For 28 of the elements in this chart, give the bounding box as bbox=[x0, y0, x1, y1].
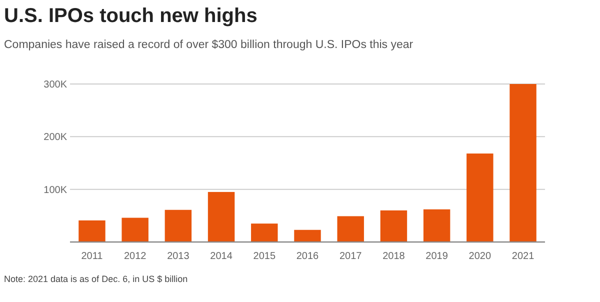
bar bbox=[466, 154, 494, 242]
text: Note: 2021 data is as of Dec. 6, in US $ billion bbox=[4, 274, 188, 284]
bar bbox=[510, 84, 536, 242]
x-tick-label: 2019 bbox=[426, 251, 448, 262]
bar bbox=[122, 218, 148, 242]
chart-subtitle: Companies have raised a record of over $300 billion through U.S. IPOs this year bbox=[4, 39, 414, 51]
x-tick-label: 2015 bbox=[253, 251, 276, 262]
x-tick-label: 2020 bbox=[468, 251, 492, 262]
x-tick-label: 2018 bbox=[382, 251, 406, 262]
x-tick-label: 2016 bbox=[296, 251, 320, 262]
x-tick-label: 2013 bbox=[167, 251, 190, 262]
bar bbox=[164, 210, 192, 242]
bar bbox=[337, 216, 364, 242]
bar bbox=[251, 224, 278, 242]
bar bbox=[380, 210, 408, 242]
x-tick-label: 2014 bbox=[210, 251, 233, 262]
x-tick-label: 2021 bbox=[512, 251, 535, 262]
bar bbox=[423, 209, 450, 242]
y-tick-label: 200K bbox=[44, 132, 68, 144]
x-tick-label: 2012 bbox=[124, 251, 147, 262]
y-tick-label: 100K bbox=[44, 184, 68, 196]
bar bbox=[78, 220, 106, 242]
chart-title: U.S. IPOs touch new highs bbox=[4, 5, 258, 27]
bar bbox=[294, 230, 321, 242]
y-tick-label: 300K bbox=[44, 80, 68, 90]
x-tick-label: 2011 bbox=[81, 251, 104, 262]
x-tick-label: 2017 bbox=[339, 251, 362, 262]
bar bbox=[208, 192, 235, 242]
